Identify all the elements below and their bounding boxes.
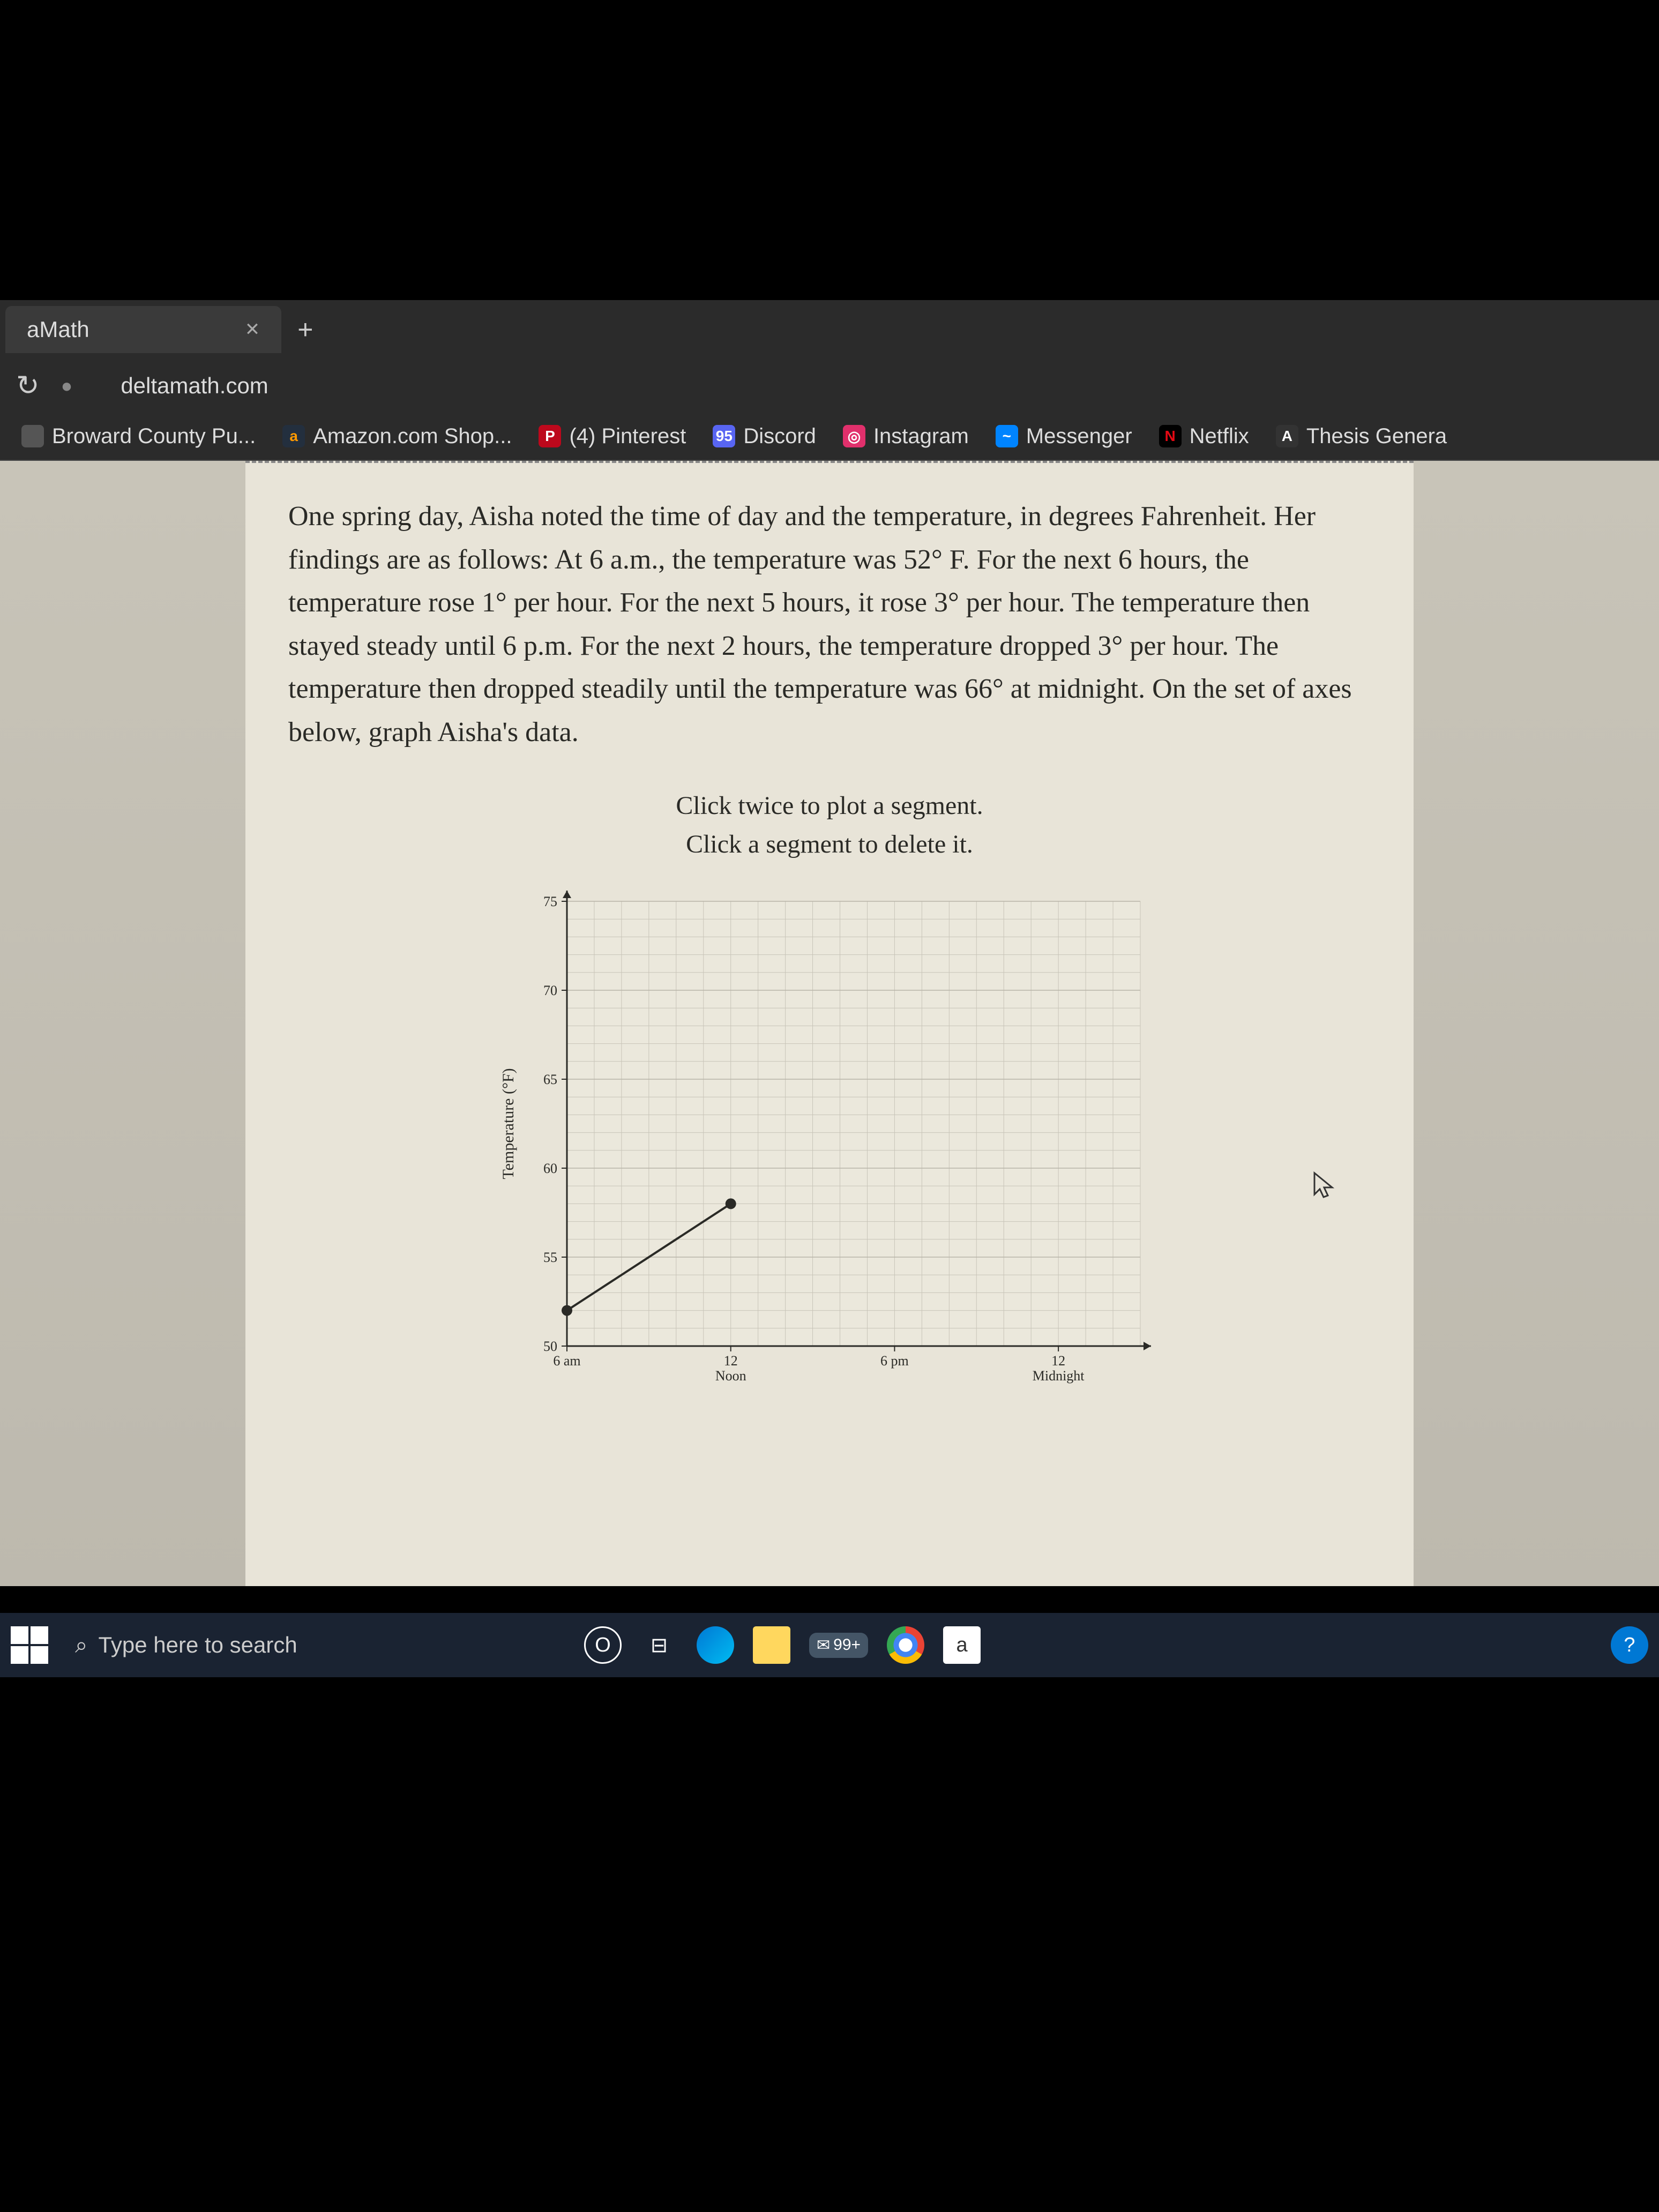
cursor-icon [1312, 1170, 1339, 1210]
svg-text:60: 60 [543, 1161, 557, 1176]
taskbar-search[interactable]: ⌕ Type here to search [59, 1632, 434, 1658]
windows-taskbar: ⌕ Type here to search O ⊟ ✉ 99+ a ? [0, 1613, 1659, 1677]
bookmark-item[interactable]: P (4) Pinterest [539, 424, 686, 449]
bookmark-item[interactable]: 95 Discord [713, 424, 816, 449]
new-tab-button[interactable]: + [297, 314, 313, 345]
instructions-line1: Click twice to plot a segment. [288, 787, 1371, 825]
svg-text:Temperature (°F): Temperature (°F) [499, 1068, 517, 1179]
svg-text:6 am: 6 am [553, 1353, 580, 1369]
url-text[interactable]: deltamath.com [121, 373, 268, 399]
bookmark-label: Broward County Pu... [52, 424, 256, 449]
svg-text:12: 12 [1051, 1353, 1065, 1369]
start-button[interactable] [11, 1626, 48, 1664]
bookmark-item[interactable]: Broward County Pu... [21, 424, 256, 449]
browser-tab-bar: aMath ✕ + [0, 300, 1659, 359]
bookmark-label: Netflix [1190, 424, 1249, 449]
tab-title: aMath [27, 317, 89, 342]
taskbar-icons: O ⊟ ✉ 99+ a [584, 1626, 981, 1664]
bookmark-item[interactable]: A Thesis Genera [1276, 424, 1447, 449]
bookmark-item[interactable]: ~ Messenger [996, 424, 1132, 449]
bookmark-icon [21, 425, 44, 447]
svg-text:75: 75 [543, 894, 557, 909]
svg-text:12: 12 [724, 1353, 738, 1369]
reload-icon[interactable]: ↻ [16, 370, 40, 402]
search-placeholder: Type here to search [99, 1632, 297, 1658]
help-icon[interactable]: ? [1611, 1626, 1648, 1664]
bookmark-icon: ~ [996, 425, 1018, 447]
app-icon[interactable]: a [943, 1626, 981, 1664]
address-bar: ↻ ● deltamath.com [0, 359, 1659, 413]
bookmark-icon: A [1276, 425, 1298, 447]
svg-text:70: 70 [543, 983, 557, 998]
bookmark-icon: ◎ [843, 425, 865, 447]
svg-text:55: 55 [543, 1250, 557, 1265]
notification-count: 99+ [833, 1636, 861, 1654]
edge-icon[interactable] [697, 1626, 734, 1664]
bookmark-label: Amazon.com Shop... [313, 424, 512, 449]
search-icon: ⌕ [75, 1632, 88, 1658]
bookmark-label: Discord [743, 424, 816, 449]
chart-instructions: Click twice to plot a segment. Click a s… [288, 787, 1371, 864]
bookmark-item[interactable]: N Netflix [1159, 424, 1249, 449]
bookmark-item[interactable]: a Amazon.com Shop... [282, 424, 512, 449]
instructions-line2: Click a segment to delete it. [288, 825, 1371, 864]
bookmark-label: Instagram [873, 424, 969, 449]
bookmark-label: (4) Pinterest [569, 424, 686, 449]
bookmark-icon: 95 [713, 425, 735, 447]
browser-tab[interactable]: aMath ✕ [5, 306, 281, 353]
problem-text: One spring day, Aisha noted the time of … [288, 495, 1371, 754]
temperature-chart[interactable]: 5055606570756 am12Noon6 pm12MidnightTemp… [487, 885, 1172, 1400]
svg-text:Midnight: Midnight [1033, 1368, 1085, 1384]
mail-icon: ✉ [817, 1636, 830, 1655]
bookmark-item[interactable]: ◎ Instagram [843, 424, 969, 449]
explorer-icon[interactable] [753, 1626, 790, 1664]
bookmark-icon: P [539, 425, 561, 447]
bookmark-label: Messenger [1026, 424, 1132, 449]
page-viewport: One spring day, Aisha noted the time of … [0, 461, 1659, 1586]
svg-text:50: 50 [543, 1339, 557, 1354]
svg-text:65: 65 [543, 1072, 557, 1087]
close-icon[interactable]: ✕ [245, 319, 260, 340]
svg-text:Noon: Noon [715, 1368, 746, 1384]
bookmark-icon: a [282, 425, 305, 447]
mail-badge[interactable]: ✉ 99+ [809, 1633, 868, 1658]
bookmarks-bar: Broward County Pu... a Amazon.com Shop... P… [0, 413, 1659, 461]
bookmark-label: Thesis Genera [1306, 424, 1447, 449]
bookmark-icon: N [1159, 425, 1182, 447]
svg-text:6 pm: 6 pm [880, 1353, 909, 1369]
page-content: One spring day, Aisha noted the time of … [245, 461, 1414, 1586]
site-info-icon[interactable]: ● [61, 375, 73, 397]
task-view-icon[interactable]: ⊟ [640, 1626, 678, 1664]
cortana-icon[interactable]: O [584, 1626, 622, 1664]
chrome-icon[interactable] [887, 1626, 924, 1664]
